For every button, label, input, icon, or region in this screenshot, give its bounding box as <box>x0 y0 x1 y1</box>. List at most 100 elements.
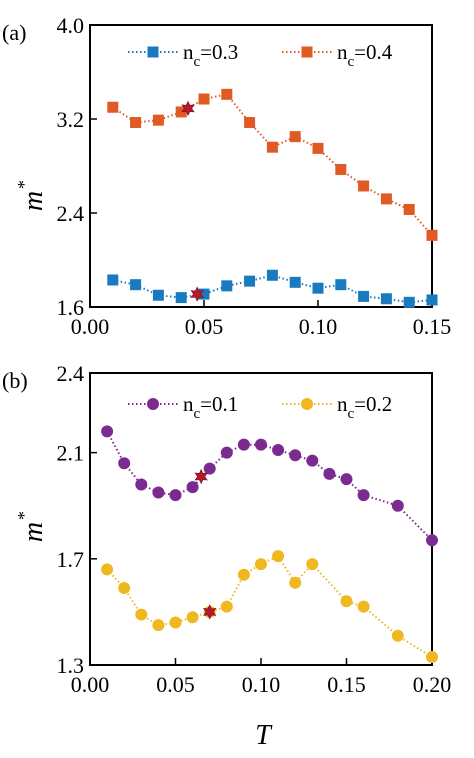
p1-series-1-point <box>135 608 148 621</box>
p0-series-0-point <box>335 279 347 291</box>
p0-series-1-point <box>335 164 347 176</box>
p0-series-1-point <box>380 193 392 205</box>
panel-a-plot-area: 0.00 0.05 0.10 0.15 1.6 2.4 3.2 4.0 nc=0.3 nc=0.4 <box>57 13 452 339</box>
p0-series-1-line <box>112 93 433 236</box>
panel-b-plot-area: 0.00 0.05 0.10 0.15 0.20 1.3 1.7 2.1 2.4 nc=0.1 nc… <box>57 361 452 697</box>
p0-series-0-point <box>152 289 164 301</box>
p0-xtick-label: 0.10 <box>299 314 338 339</box>
p0-series-1-point <box>221 88 233 100</box>
p0-series-0-point <box>175 292 187 304</box>
p0-series-1-point <box>426 229 438 241</box>
panel-b-ylabel: m* <box>14 512 49 542</box>
p1-series-1-point <box>289 576 302 589</box>
p0-ytick-label: 2.4 <box>57 201 85 226</box>
p1-series-0-point <box>306 454 319 467</box>
p1-xtick-label: 0.10 <box>242 672 281 697</box>
p0-series-1-point <box>289 131 301 143</box>
p0-series-1-point <box>107 101 119 113</box>
p1-series-1-point <box>118 582 131 595</box>
p1-ytick-label: 1.7 <box>57 547 85 572</box>
p1-ytick-label: 1.3 <box>57 653 85 678</box>
p0-series-1-point <box>130 117 142 129</box>
p0-highlight-star-0 <box>181 100 195 117</box>
p1-series-0-point <box>220 446 233 459</box>
p1-series-1-point <box>272 550 285 563</box>
p0-series-0-point <box>289 276 301 288</box>
p0-series-0-point <box>107 274 119 286</box>
p1-series-0-point <box>391 499 404 512</box>
p1-series-0-line <box>106 430 433 541</box>
p1-series-1-line <box>106 554 433 658</box>
p0-xtick-label: 0.00 <box>71 314 110 339</box>
p0-frame <box>89 24 433 308</box>
p1-highlight-star-0 <box>194 468 208 485</box>
p1-series-0-point <box>186 481 199 494</box>
p1-series-1-point <box>391 629 404 642</box>
p0-xtick-label: 0.05 <box>185 314 224 339</box>
p1-xtick-label: 0.20 <box>413 672 452 697</box>
p0-series-0-point <box>358 290 370 302</box>
panel-a-label: (a) <box>2 20 26 45</box>
p0-highlight-star-1 <box>190 286 204 302</box>
panel-b-ylabel-sup: * <box>14 512 34 521</box>
p1-xtick-label: 0.05 <box>156 672 195 697</box>
p0-ytick-label: 1.6 <box>57 295 85 320</box>
p1-series-1-point <box>426 651 438 664</box>
p0-xtick-label: 0.15 <box>413 314 452 339</box>
p0-legend-marker-1 <box>301 46 313 58</box>
svg-text:m*: m* <box>14 512 49 542</box>
p1-series-0-point <box>152 486 165 499</box>
p1-series-1-point <box>152 619 165 632</box>
p1-series-1-point <box>101 563 114 576</box>
p1-series-1-point <box>255 558 267 571</box>
panel-b: (b) m* T 0.00 0.05 0.10 0.15 0.20 1.3 1.7 2.1 2.… <box>2 361 451 751</box>
p1-series-0-point <box>357 489 370 502</box>
p0-series-1-point <box>175 106 187 118</box>
panel-b-ylabel-text: m <box>18 522 49 542</box>
p0-series-1-point <box>403 203 415 215</box>
p1-highlight-star-1 <box>203 604 217 620</box>
p1-legend-label-0: nc=0.1 <box>183 392 238 422</box>
p1-xtick-label: 0.15 <box>327 672 366 697</box>
p0-series-0-point <box>403 296 415 308</box>
p0-series-1-point <box>198 93 210 105</box>
p0-series-0-point <box>426 294 438 306</box>
p0-series-1-point <box>312 142 324 154</box>
p0-legend-label-0: nc=0.3 <box>183 40 238 70</box>
p0-series-0-point <box>266 269 278 281</box>
p0-legend-marker-0 <box>147 46 159 58</box>
p0-series-0-point <box>380 293 392 305</box>
p0-series-1-point <box>152 114 164 126</box>
p1-series-0-point <box>340 473 353 486</box>
p0-series-0-point <box>221 280 233 292</box>
p1-series-0-point <box>169 489 182 502</box>
p1-legend-marker-1 <box>301 398 313 410</box>
svg-text:m*: m* <box>14 181 49 211</box>
panel-a-ylabel-text: m <box>18 191 49 211</box>
p1-series-1-point <box>169 616 182 629</box>
p0-legend-label-1: nc=0.4 <box>337 40 393 70</box>
p1-ytick-label: 2.1 <box>57 441 85 466</box>
panel-a: (a) m* 0.00 0.05 0.10 0.15 1.6 2.4 3.2 4.0 nc=0.… <box>2 13 451 339</box>
p0-series-0-point <box>198 288 210 300</box>
p1-ytick-label: 2.4 <box>57 361 85 386</box>
p1-frame <box>89 372 433 666</box>
p0-series-0-point <box>130 279 142 291</box>
p0-series-0-point <box>244 275 256 287</box>
p1-legend-label-1: nc=0.2 <box>337 392 392 422</box>
p1-series-0-point <box>203 462 216 475</box>
p1-series-0-point <box>118 457 131 470</box>
p0-series-0-point <box>312 282 324 294</box>
p1-series-0-point <box>272 443 285 456</box>
p0-ytick-label: 4.0 <box>57 13 85 38</box>
p1-series-1-point <box>237 568 250 581</box>
p0-series-1-point <box>244 117 256 129</box>
panel-b-xlabel: T <box>255 720 273 751</box>
p0-series-1-point <box>358 180 370 192</box>
p1-series-0-point <box>135 478 148 491</box>
p1-series-0-point <box>323 467 336 480</box>
p0-series-1-point <box>266 141 278 153</box>
p1-series-1-point <box>306 558 319 571</box>
p1-series-1-point <box>186 611 199 624</box>
